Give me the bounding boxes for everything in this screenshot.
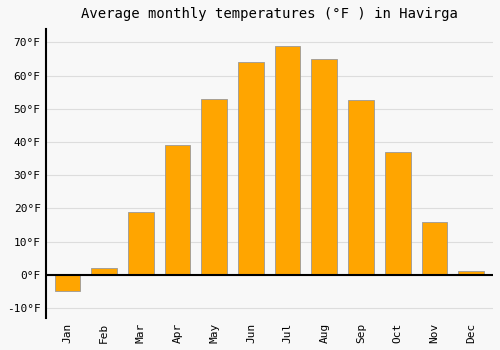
Bar [275, 46, 300, 275]
Bar [385, 152, 410, 275]
Bar [165, 145, 190, 275]
Bar [348, 100, 374, 275]
Bar [92, 268, 117, 275]
Title: Average monthly temperatures (°F ) in Havirga: Average monthly temperatures (°F ) in Ha… [81, 7, 458, 21]
Bar [458, 272, 484, 275]
Bar [202, 99, 227, 275]
Bar [238, 62, 264, 275]
Bar [54, 275, 80, 292]
Bar [128, 212, 154, 275]
Bar [422, 222, 447, 275]
Bar [312, 59, 337, 275]
